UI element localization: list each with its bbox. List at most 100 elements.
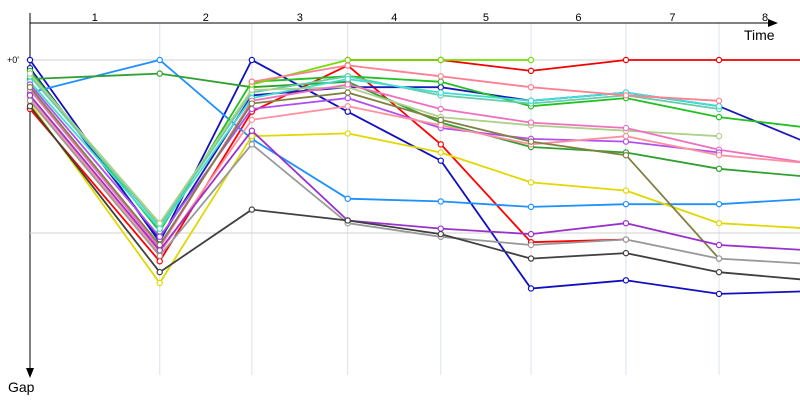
data-point: [437, 89, 444, 96]
data-point: [715, 151, 723, 159]
data-point: [248, 100, 256, 107]
data-point: [248, 206, 256, 213]
data-point: [527, 56, 535, 64]
series-line: [26, 64, 800, 243]
data-point: [622, 124, 630, 132]
data-point: [715, 200, 723, 208]
lap-label: 3: [297, 12, 303, 24]
data-point: [527, 203, 535, 211]
data-point: [437, 149, 444, 156]
data-point: [437, 157, 444, 164]
data-point: [248, 86, 256, 94]
series-path: [29, 100, 800, 265]
data-point: [26, 83, 34, 91]
data-point: [437, 141, 444, 148]
data-point: [344, 108, 351, 115]
data-point: [527, 230, 535, 238]
data-point: [26, 70, 34, 77]
data-point: [527, 138, 535, 145]
lap-label: 6: [575, 12, 581, 24]
series-line: [26, 56, 800, 211]
lap-label: 4: [391, 12, 397, 24]
series-path: [347, 59, 800, 72]
data-point: [26, 103, 34, 110]
data-point: [156, 225, 163, 232]
lap-label: 5: [483, 12, 489, 24]
data-point: [437, 230, 444, 238]
data-point: [437, 116, 444, 124]
data-point: [248, 127, 256, 134]
data-point: [344, 94, 351, 102]
data-point: [527, 67, 535, 75]
data-point: [622, 92, 630, 99]
data-point: [344, 103, 351, 110]
data-point: [248, 56, 256, 64]
x-axis-title: Time: [744, 27, 775, 43]
data-point: [715, 97, 723, 105]
data-point: [248, 141, 256, 148]
data-point: [622, 236, 630, 243]
data-point: [622, 219, 630, 227]
data-point: [715, 132, 723, 140]
data-point: [156, 219, 163, 227]
lap-label: 1: [92, 12, 98, 24]
y-zero-label: +0': [7, 55, 19, 65]
lap-label: 7: [669, 12, 675, 24]
y-axis-title: Gap: [8, 379, 35, 395]
series-path: [29, 83, 720, 239]
data-point: [437, 73, 444, 80]
data-point: [622, 277, 630, 284]
lap-label: 2: [203, 12, 209, 24]
data-point: [437, 56, 444, 64]
series-path: [29, 105, 800, 281]
data-point: [622, 138, 630, 145]
series-path: [29, 86, 720, 260]
data-point: [344, 75, 351, 83]
series-path: [29, 73, 720, 225]
data-point: [156, 279, 163, 287]
lap-label: 8: [762, 12, 768, 24]
series-path: [29, 102, 800, 285]
series-path: [251, 59, 531, 86]
data-point: [715, 268, 723, 276]
data-point: [715, 165, 723, 172]
data-point: [715, 219, 723, 227]
data-point: [715, 241, 723, 249]
data-point: [156, 233, 163, 240]
data-point: [527, 179, 535, 186]
data-point: [26, 92, 34, 99]
data-point: [26, 97, 34, 105]
data-point: [622, 249, 630, 257]
data-point: [527, 119, 535, 126]
data-point: [622, 151, 630, 159]
data-point: [344, 217, 351, 224]
data-point: [26, 56, 34, 64]
data-point: [248, 78, 256, 85]
data-point: [622, 56, 630, 64]
lap-gridlines: [159, 23, 720, 375]
data-point: [156, 56, 163, 64]
data-point: [344, 89, 351, 96]
data-point: [527, 83, 535, 91]
data-point: [156, 252, 163, 260]
data-point: [344, 56, 351, 64]
data-point: [622, 187, 630, 194]
data-point: [248, 116, 256, 124]
series-line: [248, 62, 723, 105]
data-point: [437, 78, 444, 85]
x-axis-arrow: [768, 19, 778, 27]
data-point: [527, 97, 535, 105]
data-point: [527, 241, 535, 249]
data-point: [622, 200, 630, 208]
lap-labels: 1 2 3 4 5 6 7 8: [92, 12, 768, 24]
data-point: [622, 132, 630, 140]
data-point: [344, 81, 351, 88]
data-point: [715, 290, 723, 298]
data-point: [715, 103, 723, 110]
data-point: [344, 130, 351, 137]
data-point: [437, 225, 444, 232]
series-path: [251, 64, 720, 102]
data-point: [156, 258, 163, 265]
data-point: [437, 122, 444, 129]
